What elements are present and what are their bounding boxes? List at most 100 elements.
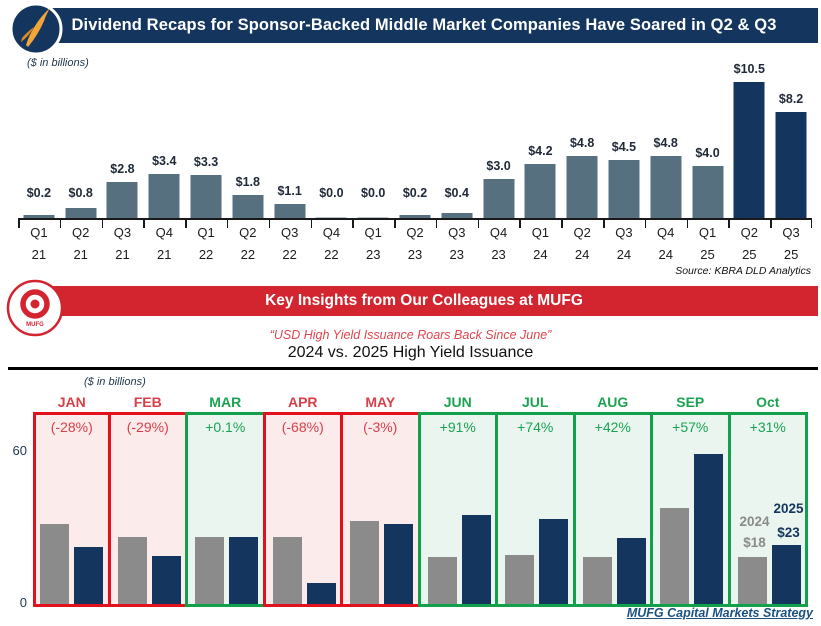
month-label: MAY [365,394,396,410]
pct-change-label: +0.1% [205,419,246,435]
month-label: Oct [756,394,780,410]
chart1-x-label-year: 22 [198,247,214,262]
chart1-x-label-year: 22 [282,247,297,262]
high-yield-issuance-chart: JAN (-28%) FEB (-29%) MAR +0.1% APR (-68%) MAY (-… [13,394,808,610]
chart1-axis-tick [810,220,812,228]
chart1-bar-slot: $4.2 [519,55,561,218]
bar-2024 [737,557,767,604]
chart1-axis-tick [185,220,187,228]
chart1-value-label: $3.0 [486,159,511,173]
chart1-x-label-quarter: Q4 [489,225,508,240]
chart1-axis-tick [686,220,689,228]
divider-rule [8,367,818,370]
chart1-axis-tick [352,220,354,228]
chart1-bar [23,215,55,218]
chart1-bar-slot: $0.4 [436,55,478,218]
chart2-attribution-link[interactable]: MUFG Capital Markets Strategy [626,606,813,620]
chart1-x-label-quarter: Q4 [322,225,341,240]
month-label: MAR [209,394,242,410]
chart1-bar [608,160,640,218]
chart1-bar [357,217,389,218]
chart1-x-label-year: 22 [324,247,339,262]
pct-change-label: (-68%) [281,419,324,435]
bar-2025 [771,545,801,604]
chart1-source: Source: KBRA DLD Analytics [675,265,811,277]
chart1-x-label-year: 24 [574,247,590,262]
chart1-x-label-quarter: Q2 [239,225,257,240]
chart1-bar [524,164,556,218]
chart1-value-label: $0.2 [402,186,428,200]
month-label: FEB [133,394,162,410]
pct-change-label: +31% [749,419,786,435]
chart1-bar-slot: $0.0 [311,55,353,218]
bar-2024 [350,521,379,604]
month-label: JUN [443,394,472,410]
chart1-bar [232,195,264,218]
chart1-axis-tick [101,220,104,228]
chart1-x-label-quarter: Q4 [657,225,675,240]
ann-series-2025: 2025 [773,501,804,516]
pct-change-label: +74% [517,419,554,435]
month-box-apr: APR (-68%) [262,394,343,607]
chart1-value-label: $3.3 [193,155,219,169]
chart1-x-label-quarter: Q1 [197,225,215,240]
month-box-mar: MAR +0.1% [185,394,266,607]
bar-2025 [74,547,103,604]
chart1-x-label-year: 23 [407,247,423,262]
pct-change-label: (-3%) [363,419,398,435]
chart1-x-label-year: 25 [783,247,799,262]
bar-2024 [117,537,147,604]
bar-2024 [195,537,224,604]
chart1-value-label: $1.1 [277,184,302,198]
bar-2025 [229,537,258,604]
ann-value-2025: $23 [777,525,800,540]
chart1-x-label-quarter: Q2 [72,225,90,240]
chart1-value-label: $4.0 [695,146,720,160]
chart1-bar [733,82,765,218]
chart1-bar-slot: $1.8 [227,55,269,218]
chart1-bar-slot: $0.2 [18,55,60,218]
chart1-value-label: $1.8 [235,175,260,189]
month-box-jun: JUN +91% [417,394,498,607]
insights-banner: Key Insights from Our Colleagues at MUFG [30,286,818,316]
ann-series-2024: 2024 [739,514,770,529]
chart1-value-label: $4.5 [611,140,637,154]
mufg-logo-text: MUFG [26,322,44,328]
chart1-bar-slot: $8.2 [770,55,812,218]
pct-change-label: +42% [594,419,631,435]
chart1-bar [566,156,598,218]
month-box-sep: SEP +57% [650,394,731,607]
month-box-may: MAY (-3%) [340,394,421,607]
chart1-bar-slot: $4.5 [603,55,645,218]
page-title: Dividend Recaps for Sponsor-Backed Middl… [71,16,777,34]
chart1-x-label-quarter: Q1 [698,225,717,240]
chart1-bar-slot: $0.0 [352,55,394,218]
chart1-value-label: $4.2 [528,144,553,158]
chart2-y-label-60: 60 [12,443,27,458]
chart1-axis-tick [644,220,647,228]
chart1-x-label-quarter: Q1 [30,225,48,240]
chart1-value-label: $8.2 [778,92,804,106]
chart1-value-label: $0.2 [26,186,52,200]
chart1-axis-tick [561,220,563,228]
chart1-x-label-year: 24 [658,247,673,262]
chart1-value-label: $3.4 [152,154,177,168]
chart1-x-label-quarter: Q3 [280,225,299,240]
chart1-bar [65,208,97,218]
chart1-x-label-quarter: Q3 [615,225,633,240]
chart1-bar-slot: $10.5 [728,55,770,218]
chart1-axis-tick [435,220,438,228]
chart1-x-label-year: 25 [742,247,757,262]
chart1-bar [315,217,347,218]
chart1-bar-slot: $4.0 [687,55,729,218]
chart1-bar [650,156,682,218]
chart1-value-label: $0.0 [361,186,386,200]
chart1-axis-tick [268,220,271,228]
chart1-x-label-year: 23 [365,247,381,262]
month-label: SEP [676,394,705,410]
chart1-x-label-year: 21 [157,247,172,262]
chart1-x-label-quarter: Q3 [782,225,800,240]
chart1-x-label-year: 25 [700,247,715,262]
chart1-x-label-quarter: Q1 [531,225,550,240]
